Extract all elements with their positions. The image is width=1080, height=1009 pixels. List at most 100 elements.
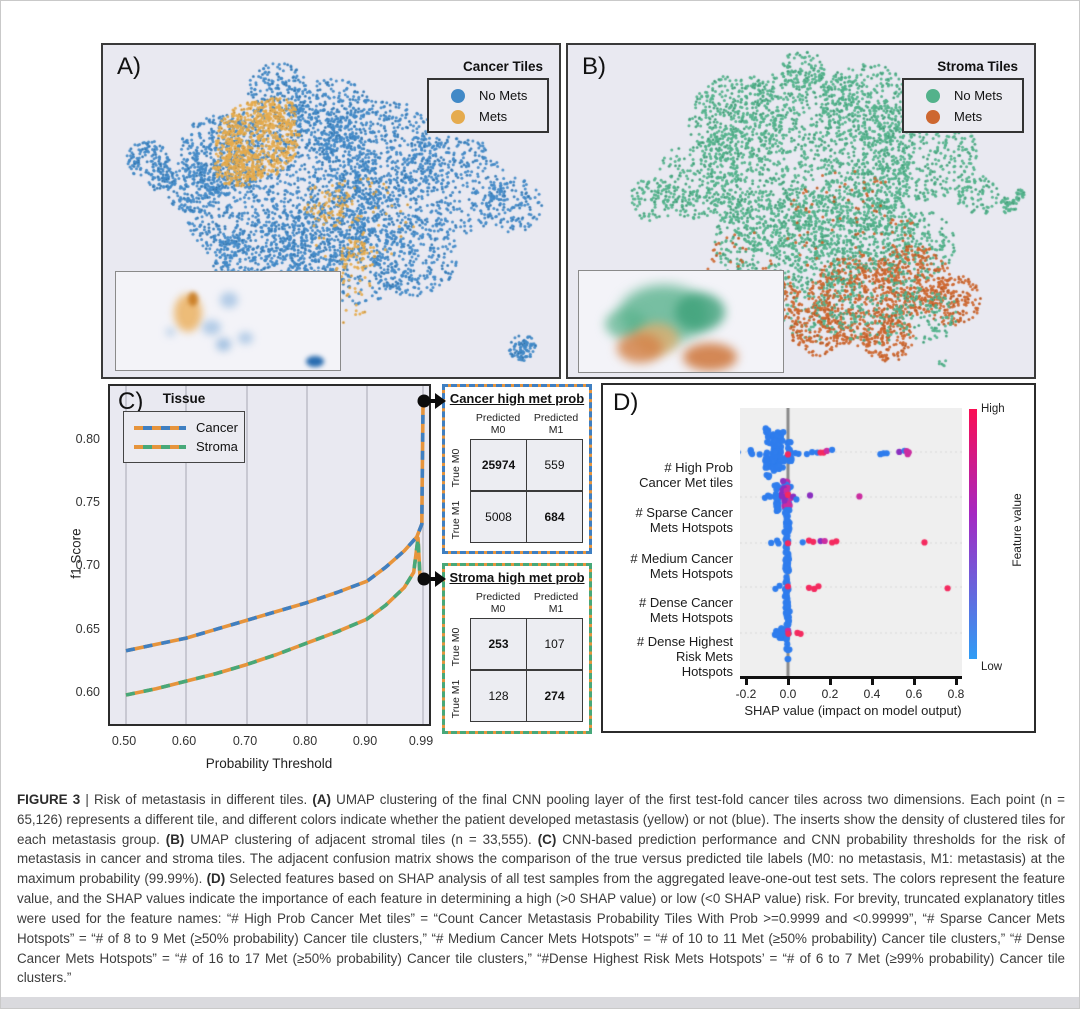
shap-feature-label-line: # Sparse Cancer — [635, 505, 733, 520]
shap-tick-mark — [745, 678, 748, 685]
x-tick-label: 0.60 — [171, 734, 197, 748]
panel-d-label: D) — [613, 389, 639, 416]
matrix-col-header-line1: Predicted — [533, 412, 579, 424]
shap-tick-mark — [913, 678, 916, 685]
inset-density-nomets — [166, 328, 175, 336]
matrix-col-header: Predicted M1 — [527, 591, 585, 615]
legend-label: Mets — [479, 109, 508, 124]
legend-swatch — [926, 88, 940, 103]
colorbar-title: Feature value — [1010, 493, 1024, 567]
f1-threshold-lines — [125, 386, 425, 724]
shap-feature-label-line: Mets Hotspots — [649, 520, 733, 535]
caption-bold-segment: FIGURE 3 — [17, 792, 81, 807]
confusion-matrix-stroma: Stroma high met prob Predicted M0 Predicted… — [442, 563, 592, 734]
matrix-col-header: Predicted M0 — [469, 412, 527, 436]
figure-caption: FIGURE 3 | Risk of metastasis in differe… — [17, 790, 1065, 988]
x-tick-label: 0.50 — [111, 734, 137, 748]
shap-feature-label-line: # Dense Cancer — [639, 595, 733, 610]
caption-bold-segment: (B) — [165, 831, 185, 847]
inset-density-nomets — [216, 338, 231, 351]
caption-bold-segment: (D) — [206, 871, 226, 887]
x-tick-label: 0.99 — [408, 734, 434, 748]
shap-tick-label: 0.2 — [821, 687, 839, 701]
caption-bold-segment: (C) — [537, 831, 557, 847]
shap-tick-label: -0.2 — [735, 687, 757, 701]
shap-feature-label-line: # High Prob — [664, 460, 733, 475]
matrix-cell: 559 — [526, 439, 583, 491]
shap-tick-label: 0.8 — [947, 687, 965, 701]
legend-label: Stroma — [196, 439, 238, 454]
x-tick-label: 0.80 — [292, 734, 318, 748]
shap-feature-label: # High Prob Cancer Met tiles — [603, 460, 733, 490]
y-tick-label: 0.60 — [75, 684, 100, 699]
inset-density-nomets-core — [675, 293, 725, 331]
confusion-matrix-cancer: Cancer high met prob Predicted M0 Predicted… — [442, 384, 592, 554]
matrix-cell: 25974 — [470, 439, 527, 491]
panel-b-density-inset — [578, 270, 784, 373]
shap-x-axis — [740, 676, 962, 679]
panel-a-density-inset — [115, 271, 341, 371]
panel-d-shap: D) # High Prob Cancer Met tiles # Sparse C… — [601, 383, 1036, 733]
legend-swatch — [451, 88, 465, 103]
shap-tick-label: 0.4 — [863, 687, 881, 701]
matrix-title: Cancer high met prob — [449, 391, 585, 406]
matrix-cell: 128 — [470, 670, 527, 722]
shap-feature-label-line: # Medium Cancer — [630, 551, 733, 566]
matrix-cell: 684 — [526, 491, 583, 543]
panel-d-xlabel: SHAP value (impact on model output) — [744, 703, 962, 718]
shap-tick-mark — [829, 678, 832, 685]
panel-c-ylabel: f1 Score — [68, 528, 84, 579]
shap-feature-label: # Dense Highest Risk Mets Hotspots — [603, 634, 733, 679]
panel-c-label: C) — [118, 388, 144, 415]
matrix-cell: 5008 — [470, 491, 527, 543]
matrix-col-header: Predicted M1 — [527, 412, 585, 436]
matrix-dashed-frame — [442, 563, 592, 734]
inset-density-nomets — [202, 320, 221, 335]
matrix-cell: 274 — [526, 670, 583, 722]
inset-density-nomets — [238, 332, 253, 344]
panel-c-legend: Cancer Stroma — [123, 411, 245, 463]
tissue-legend-item: Cancer — [134, 418, 238, 437]
shap-tick-mark — [955, 678, 958, 685]
panel-a-label: A) — [117, 53, 141, 80]
y-tick-label: 0.70 — [75, 558, 100, 573]
legend-item: Mets — [437, 106, 539, 127]
legend-item: Mets — [912, 106, 1014, 127]
page-bottom-bar — [1, 997, 1079, 1008]
legend-item: No Mets — [437, 85, 539, 106]
shap-tick-mark — [871, 678, 874, 685]
matrix-row-label: True M0 — [450, 448, 462, 488]
caption-segment: CNN-based prediction performance and CNN… — [17, 831, 1065, 887]
x-tick-label: 0.90 — [352, 734, 378, 748]
inset-density-nomets — [220, 292, 238, 308]
shap-feature-label-line: Cancer Met tiles — [639, 475, 733, 490]
shap-feature-label-line: Mets Hotspots — [649, 610, 733, 625]
matrix-title: Stroma high met prob — [449, 570, 585, 585]
panel-c-xlabel: Probability Threshold — [205, 756, 333, 771]
caption-segment: UMAP clustering of adjacent stromal tile… — [184, 831, 538, 847]
tissue-legend-item: Stroma — [134, 437, 238, 456]
caption-bold-segment: (A) — [312, 792, 331, 807]
matrix-cell: 107 — [526, 618, 583, 670]
matrix-col-header-line1: Predicted — [475, 412, 521, 424]
matrix-cell: 253 — [470, 618, 527, 670]
panel-a-umap-cancer: A) Cancer Tiles No Mets Mets — [101, 43, 561, 379]
x-tick-label: 0.70 — [232, 734, 258, 748]
inset-density-mets — [683, 343, 737, 371]
panel-b-legend: No Mets Mets — [902, 78, 1024, 133]
matrix-col-header-line2: M1 — [548, 424, 564, 436]
caption-segment: | Risk of metastasis in different tiles. — [80, 792, 313, 807]
legend-label: Mets — [954, 109, 983, 124]
caption-segment: Selected features based on SHAP analysis… — [17, 871, 1065, 986]
caption-segment: UMAP clustering of the final CNN pooling… — [17, 792, 1066, 847]
panel-b-umap-stroma: B) Stroma Tiles No Mets Mets — [566, 43, 1036, 379]
matrix-col-header-line1: Predicted — [475, 591, 521, 603]
legend-item: No Mets — [912, 85, 1014, 106]
shap-feature-label: # Sparse Cancer Mets Hotspots — [603, 505, 733, 535]
y-tick-label: 0.65 — [75, 621, 100, 636]
shap-beeswarm — [740, 408, 962, 676]
panel-c-f1-plot: C) Tissue Cancer Stroma — [108, 384, 431, 726]
legend-swatch — [451, 109, 465, 124]
shap-feature-label-line: # Dense Highest — [636, 633, 733, 649]
